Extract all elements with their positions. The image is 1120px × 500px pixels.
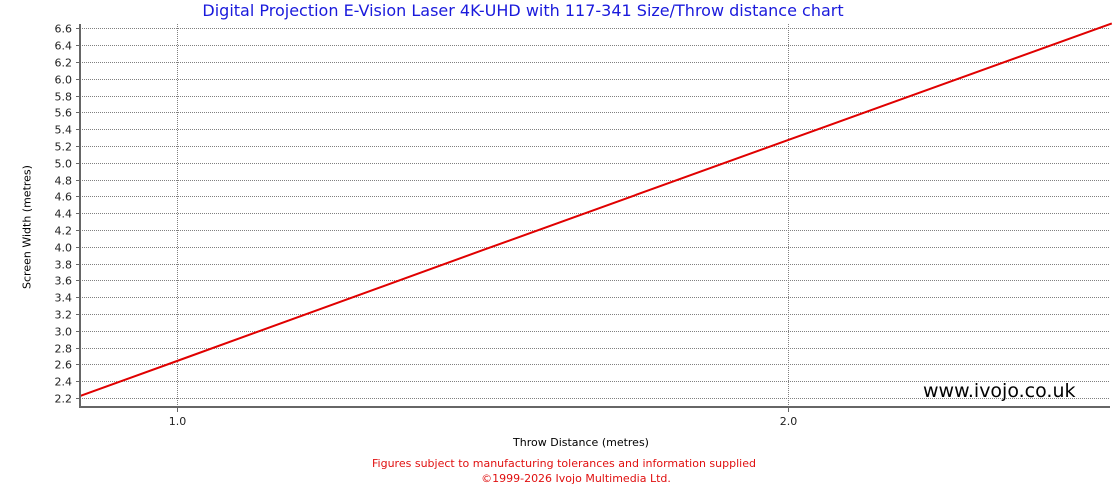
data-line [78, 22, 1113, 398]
y-tick-label: 5.8 [55, 91, 73, 104]
y-axis-ticks: 2.2 2.4 2.6 2.8 3.0 3.2 3.4 3.6 3.8 4.0 4.2 4.4 4.6 4… [55, 23, 80, 406]
y-tick-label: 4.4 [55, 208, 73, 221]
y-tick-label: 3.4 [55, 292, 73, 305]
y-tick-label: 2.6 [55, 359, 73, 372]
y-tick-label: 5.2 [55, 141, 73, 154]
y-tick-label: 4.2 [55, 225, 73, 238]
y-tick-label: 4.8 [55, 175, 73, 188]
y-tick-label: 4.6 [55, 191, 73, 204]
y-tick-label: 5.4 [55, 124, 73, 137]
y-tick-label: 6.6 [55, 23, 73, 36]
y-tick-label: 6.4 [55, 40, 73, 53]
watermark: www.ivojo.co.uk [923, 380, 1076, 402]
gridlines [80, 24, 1110, 406]
y-tick-label: 2.2 [55, 393, 73, 406]
y-tick-label: 4.0 [55, 242, 73, 255]
y-tick-label: 3.6 [55, 275, 73, 288]
copyright: ©1999-2026 Ivojo Multimedia Ltd. [481, 472, 671, 485]
y-tick-label: 6.0 [55, 74, 73, 87]
y-tick-label: 3.2 [55, 309, 73, 322]
y-tick-label: 3.8 [55, 259, 73, 272]
chart-title: Digital Projection E-Vision Laser 4K-UHD… [202, 1, 844, 20]
y-tick-label: 5.0 [55, 158, 73, 171]
x-tick-label: 2.0 [780, 415, 798, 428]
footnote: Figures subject to manufacturing toleran… [372, 457, 756, 470]
y-tick-label: 6.2 [55, 57, 73, 70]
y-tick-label: 5.6 [55, 107, 73, 120]
y-tick-label: 3.0 [55, 326, 73, 339]
y-tick-label: 2.8 [55, 343, 73, 356]
x-tick-label: 1.0 [169, 415, 187, 428]
x-axis-label: Throw Distance (metres) [513, 436, 649, 449]
y-axis-label: Screen Width (metres) [20, 165, 34, 289]
x-axis-ticks: 1.0 2.0 [169, 407, 798, 428]
y-tick-label: 2.4 [55, 376, 73, 389]
